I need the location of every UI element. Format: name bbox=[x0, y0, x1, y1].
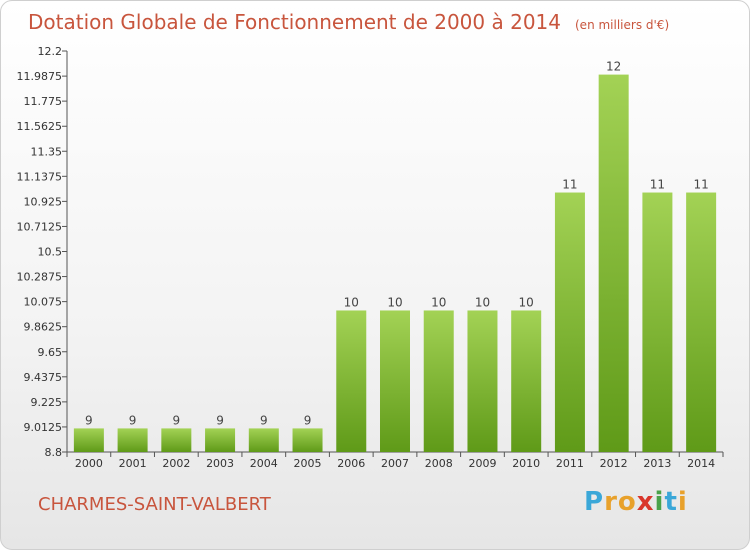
y-tick-label: 11.775 bbox=[24, 95, 63, 108]
y-tick-label: 9.8625 bbox=[24, 321, 63, 334]
y-axis: 8.8 9.0125 9.225 9.4375 9.65 9.8625 10.075 10.2… bbox=[17, 45, 68, 459]
data-label-2005: 9 bbox=[304, 413, 312, 427]
bar-2007 bbox=[380, 310, 410, 452]
bar-2010 bbox=[511, 310, 542, 452]
data-label-2002: 9 bbox=[173, 413, 181, 427]
y-tick-label: 9.0125 bbox=[24, 421, 63, 434]
x-tick-label: 2007 bbox=[381, 457, 409, 470]
y-tick-label: 11.35 bbox=[31, 145, 63, 158]
y-tick-label: 10.7125 bbox=[17, 220, 63, 233]
bar-2002 bbox=[161, 428, 192, 452]
data-label-2012: 12 bbox=[606, 60, 621, 74]
y-tick-label: 12.2 bbox=[38, 45, 63, 58]
x-tick-label: 2011 bbox=[556, 457, 584, 470]
x-tick-label: 2009 bbox=[468, 457, 496, 470]
logo-letter: P bbox=[584, 487, 605, 517]
y-tick-label: 11.1375 bbox=[17, 170, 63, 183]
x-tick-label: 2005 bbox=[294, 457, 322, 470]
data-label-2001: 9 bbox=[129, 413, 137, 427]
x-tick-label: 2010 bbox=[512, 457, 540, 470]
bar-2005 bbox=[292, 428, 323, 452]
bar-2004 bbox=[248, 428, 279, 452]
x-tick-label: 2014 bbox=[687, 457, 715, 470]
y-tick-label: 9.4375 bbox=[24, 371, 63, 384]
x-tick-label: 2008 bbox=[425, 457, 453, 470]
bar-2011 bbox=[554, 192, 585, 452]
logo-letter: x bbox=[636, 487, 655, 517]
data-label-2006: 10 bbox=[344, 295, 359, 309]
data-label-2007: 10 bbox=[387, 295, 402, 309]
logo-letter: i bbox=[677, 487, 688, 517]
data-label-2008: 10 bbox=[431, 295, 446, 309]
x-tick-label: 2000 bbox=[75, 457, 103, 470]
bar-2001 bbox=[117, 428, 148, 452]
data-label-2010: 10 bbox=[519, 295, 534, 309]
data-label-2004: 9 bbox=[260, 413, 268, 427]
y-tick-label: 10.075 bbox=[24, 296, 63, 309]
y-tick-label: 10.5 bbox=[38, 246, 63, 259]
data-label-2003: 9 bbox=[216, 413, 224, 427]
x-tick-label: 2003 bbox=[206, 457, 234, 470]
bar-2000 bbox=[73, 428, 104, 452]
y-tick-label: 9.225 bbox=[31, 396, 63, 409]
x-tick-label: 2013 bbox=[643, 457, 671, 470]
logo-letter: o bbox=[617, 487, 637, 517]
bar-2014 bbox=[686, 192, 717, 452]
chart-title: Dotation Globale de Fonctionnement de 20… bbox=[28, 10, 669, 34]
y-tick-label: 8.8 bbox=[45, 446, 63, 459]
data-label-2014: 11 bbox=[693, 178, 708, 192]
proxiti-logo: Proxiti bbox=[584, 487, 688, 517]
y-tick-label: 10.2875 bbox=[17, 271, 63, 284]
y-tick-label: 10.925 bbox=[24, 195, 63, 208]
commune-name: CHARMES-SAINT-VALBERT bbox=[38, 494, 271, 515]
logo-letter: r bbox=[604, 487, 618, 517]
bar-2003 bbox=[205, 428, 236, 452]
x-tick-label: 2004 bbox=[250, 457, 278, 470]
x-tick-label: 2002 bbox=[162, 457, 190, 470]
x-tick-label: 2012 bbox=[600, 457, 628, 470]
data-label-2011: 11 bbox=[562, 178, 577, 192]
bar-2008 bbox=[423, 310, 454, 452]
logo-letter: i bbox=[654, 487, 665, 517]
y-tick-label: 11.5625 bbox=[17, 120, 63, 133]
bars: 9 9 9 9 9 9 10 10 10 10 10 11 12 11 11 bbox=[73, 60, 717, 453]
unit-note: (en milliers d'€) bbox=[575, 18, 670, 32]
bar-2009 bbox=[467, 310, 498, 452]
data-label-2013: 11 bbox=[650, 178, 665, 192]
y-tick-label: 11.9875 bbox=[17, 70, 63, 83]
bar-2013 bbox=[642, 192, 673, 452]
y-tick-label: 9.65 bbox=[38, 346, 63, 359]
x-tick-label: 2001 bbox=[119, 457, 147, 470]
x-axis: 2000 2001 2002 2003 2004 2005 2006 2007 2008 2009… bbox=[66, 451, 724, 470]
bar-2012 bbox=[598, 74, 629, 453]
logo-letter: t bbox=[664, 487, 678, 517]
bar-2006 bbox=[336, 310, 367, 452]
data-label-2000: 9 bbox=[85, 413, 93, 427]
chart-title-text: Dotation Globale de Fonctionnement de 20… bbox=[28, 10, 561, 34]
x-tick-label: 2006 bbox=[337, 457, 365, 470]
data-label-2009: 10 bbox=[475, 295, 490, 309]
